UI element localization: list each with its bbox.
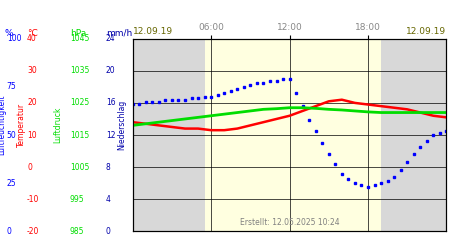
Text: Erstellt: 12.05.2025 10:24: Erstellt: 12.05.2025 10:24 [240, 218, 339, 228]
Text: -20: -20 [27, 227, 40, 236]
Text: 8: 8 [106, 162, 111, 172]
Text: 985: 985 [70, 227, 84, 236]
Bar [133, 39, 205, 231]
Text: °C: °C [27, 28, 38, 38]
Text: %: % [4, 28, 13, 38]
Text: 1015: 1015 [70, 130, 89, 140]
Text: 1005: 1005 [70, 162, 89, 172]
Text: 10: 10 [27, 130, 36, 140]
Text: 1025: 1025 [70, 98, 89, 108]
Text: 0: 0 [7, 227, 12, 236]
Text: 20: 20 [106, 66, 115, 75]
Text: 20: 20 [27, 98, 36, 108]
Text: 0: 0 [106, 227, 111, 236]
Text: 24: 24 [106, 34, 115, 43]
Bar [381, 39, 446, 231]
Text: Luftfeuchtigkeit: Luftfeuchtigkeit [0, 95, 6, 155]
Text: 12.09.19: 12.09.19 [133, 27, 173, 36]
Text: 0: 0 [27, 162, 32, 172]
Text: 1035: 1035 [70, 66, 89, 75]
Text: 4: 4 [106, 195, 111, 204]
Text: hPa: hPa [70, 28, 86, 38]
Text: mm/h: mm/h [106, 28, 132, 38]
Text: 1045: 1045 [70, 34, 89, 43]
Text: 12: 12 [106, 130, 115, 140]
Text: -10: -10 [27, 195, 40, 204]
Text: 995: 995 [70, 195, 85, 204]
Text: 16: 16 [106, 98, 115, 108]
Text: 30: 30 [27, 66, 37, 75]
Text: Luftdruck: Luftdruck [53, 107, 62, 143]
Text: Temperatur: Temperatur [17, 103, 26, 147]
Bar [205, 39, 381, 231]
Text: 25: 25 [7, 178, 16, 188]
Text: Niederschlag: Niederschlag [117, 100, 126, 150]
Text: 50: 50 [7, 130, 17, 140]
Text: 40: 40 [27, 34, 37, 43]
Text: 100: 100 [7, 34, 21, 43]
Text: 12.09.19: 12.09.19 [406, 27, 446, 36]
Text: 75: 75 [7, 82, 17, 91]
